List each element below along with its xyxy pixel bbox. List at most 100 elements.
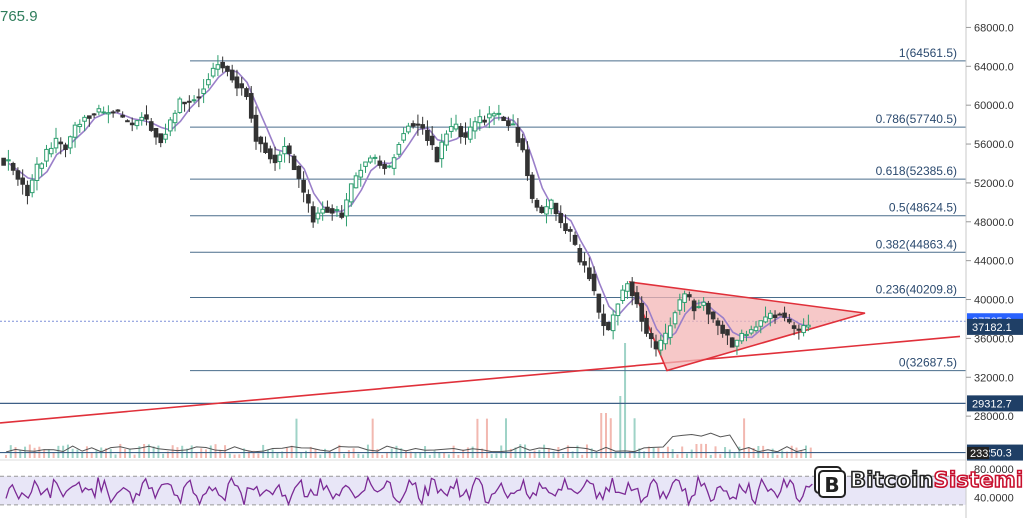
- volume-bar: [362, 454, 365, 458]
- candle-body: [296, 165, 302, 179]
- candle-body: [620, 289, 625, 301]
- candle-body: [725, 329, 730, 336]
- price-tag: [967, 318, 1023, 335]
- candle-body: [91, 113, 97, 116]
- volume-bar: [90, 453, 93, 458]
- fib-level-label: 1(64561.5): [899, 46, 957, 60]
- candle-body: [53, 137, 59, 149]
- volume-bar: [314, 448, 317, 458]
- candle-body: [72, 124, 78, 138]
- candle-body: [101, 111, 106, 114]
- volume-bar: [357, 453, 360, 458]
- candle-body: [306, 194, 311, 204]
- volume-bar: [419, 452, 422, 458]
- volume-bar: [366, 444, 369, 458]
- candle-body: [744, 333, 749, 336]
- volume-bar: [571, 451, 574, 458]
- volume-bar: [781, 450, 784, 458]
- fib-level-label: 0.618(52385.6): [876, 164, 957, 178]
- volume-bar: [19, 449, 22, 458]
- candle-body: [787, 318, 792, 323]
- volume-bar: [628, 451, 631, 458]
- volume-bar: [243, 448, 246, 458]
- candle-body: [510, 123, 516, 126]
- volume-bar: [562, 453, 565, 458]
- candle-body: [77, 123, 83, 128]
- candle-body: [167, 119, 173, 132]
- candle-body: [367, 157, 373, 163]
- candle-body: [506, 120, 511, 127]
- fib-level-label: 0.786(57740.5): [876, 112, 957, 126]
- volume-bar: [290, 445, 293, 458]
- volume-bar: [481, 448, 484, 458]
- volume-bar: [9, 445, 12, 458]
- volume-bar: [595, 452, 598, 458]
- logo-wordmark: BitcoinSistemi: [849, 467, 1024, 493]
- volume-bar: [266, 449, 269, 458]
- volume-ma-line: [5, 432, 807, 453]
- candle-body: [377, 160, 383, 166]
- candle-body: [729, 337, 735, 348]
- candle-body: [491, 113, 497, 117]
- candle-body: [206, 79, 211, 86]
- volume-bar: [585, 444, 588, 458]
- candle-body: [525, 149, 530, 177]
- candle-body: [682, 293, 687, 303]
- candle-body: [263, 142, 268, 153]
- volume-bar: [766, 452, 769, 458]
- volume-bar: [790, 445, 793, 458]
- candle-body: [372, 156, 378, 159]
- volume-bar: [414, 452, 417, 458]
- candle-body: [29, 179, 35, 194]
- fibonacci-retracement[interactable]: 1(64561.5) 0.786(57740.5) 0.618(52385.6) 0.…: [0, 46, 966, 454]
- candle-body: [415, 123, 421, 126]
- candle-body: [315, 212, 321, 220]
- volume-bar: [333, 451, 336, 458]
- candle-body: [687, 294, 692, 298]
- volume-bar: [300, 452, 303, 458]
- candle-body: [172, 112, 178, 124]
- volume-bar: [590, 448, 593, 458]
- volume-bar: [128, 448, 131, 458]
- candle-body: [553, 202, 559, 215]
- volume-bar: [124, 449, 127, 458]
- candle-body: [277, 154, 283, 163]
- candle-body: [258, 136, 264, 145]
- volume-bar: [114, 454, 117, 458]
- candle-body: [348, 183, 354, 203]
- candle-body: [444, 133, 449, 146]
- volume-bar: [805, 445, 807, 458]
- volume-bar: [66, 444, 69, 458]
- long-term-trendline[interactable]: [0, 335, 961, 424]
- candle-body: [501, 116, 506, 122]
- volume-bar: [305, 450, 307, 458]
- candle-body: [25, 184, 30, 197]
- candle-body: [615, 303, 621, 317]
- candle-body: [467, 126, 473, 140]
- candle-body: [144, 114, 149, 120]
- candle-body: [572, 234, 578, 245]
- candle-body: [710, 311, 716, 320]
- volume-bar: [143, 443, 146, 458]
- volume-bar: [381, 454, 384, 458]
- candle-body: [358, 169, 364, 178]
- candle-body: [310, 206, 316, 223]
- candle-body: [148, 121, 154, 131]
- candle-body: [39, 163, 45, 169]
- price-axis[interactable]: 68000.0 64000.0 60000.0 56000.0 52000.0 48000…: [965, 0, 1014, 518]
- volume-bar: [633, 418, 636, 458]
- volume-bar: [147, 444, 150, 458]
- volume-bar: [800, 450, 803, 458]
- candle-body: [672, 312, 678, 325]
- volume-bar: [533, 450, 536, 458]
- trend-lines[interactable]: [0, 281, 961, 424]
- volume-bar: [490, 454, 493, 458]
- price-tag-label: 37182.1: [972, 322, 1012, 334]
- y-tick-label: 32000.0: [974, 372, 1014, 384]
- volume-bar: [224, 445, 227, 458]
- candle-body: [229, 69, 235, 81]
- svg-text:B: B: [824, 473, 839, 497]
- candle-body: [748, 329, 754, 334]
- candle-body: [596, 293, 602, 313]
